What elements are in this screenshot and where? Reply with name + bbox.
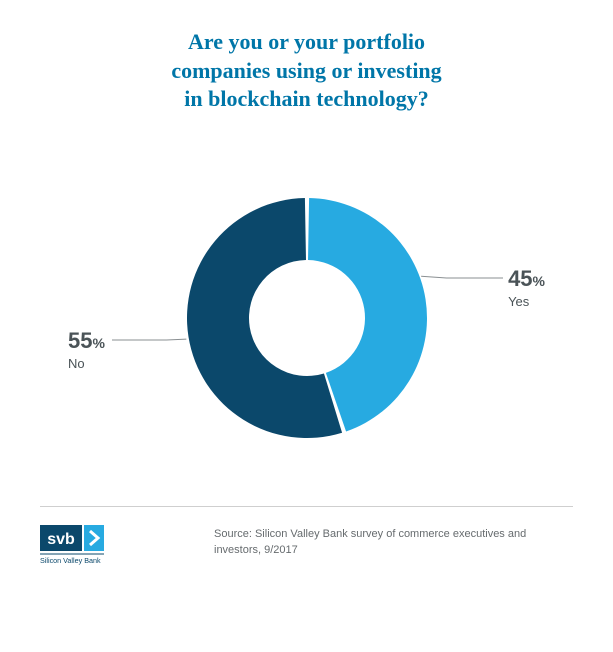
label-no: No [68, 356, 105, 372]
leader-line-no [40, 138, 573, 498]
pctsym-yes: % [533, 273, 545, 289]
label-yes: Yes [508, 294, 545, 310]
chart-title: Are you or your portfoliocompanies using… [40, 28, 573, 114]
logo-chevron-box [84, 525, 104, 551]
footer: svb Silicon Valley Bank Source: Silicon … [40, 525, 573, 570]
logo-text: svb [47, 531, 75, 548]
pct-no: 55 [68, 328, 92, 353]
svb-logo: svb Silicon Valley Bank [40, 525, 114, 570]
footer-divider [40, 506, 573, 507]
logo-subtext: Silicon Valley Bank [40, 556, 101, 565]
pct-yes: 45 [508, 266, 532, 291]
source-text: Source: Silicon Valley Bank survey of co… [214, 525, 573, 559]
donut-chart: 45% Yes 55% No [40, 138, 573, 498]
callout-no: 55% No [68, 328, 105, 372]
pctsym-no: % [92, 335, 104, 351]
callout-yes: 45% Yes [508, 266, 545, 310]
